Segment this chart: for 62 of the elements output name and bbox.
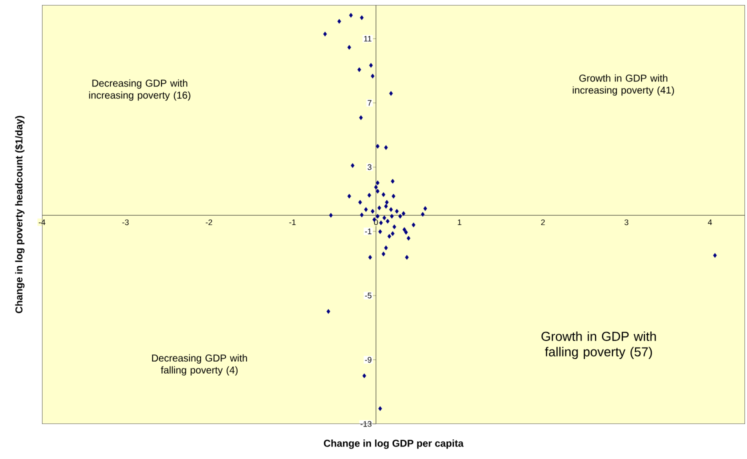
point — [347, 44, 352, 50]
point — [382, 252, 386, 256]
point — [360, 212, 364, 218]
point — [378, 229, 382, 234]
point — [359, 115, 363, 120]
y-axis-title: Change in log poverty headcount ($1/day) — [14, 116, 24, 314]
point — [376, 144, 380, 149]
point — [404, 230, 408, 235]
point — [384, 145, 388, 150]
point — [364, 207, 368, 212]
point — [350, 163, 354, 168]
point — [390, 214, 394, 219]
point — [367, 192, 372, 198]
point — [384, 204, 388, 209]
point — [379, 220, 383, 226]
point — [370, 208, 374, 214]
point — [392, 194, 396, 199]
point — [395, 208, 399, 214]
point — [405, 254, 409, 260]
point — [368, 254, 372, 260]
annotation: Growth in GDP with falling poverty (57) — [542, 331, 656, 359]
point — [326, 309, 330, 314]
point — [390, 178, 395, 184]
point — [376, 188, 380, 194]
point — [384, 200, 389, 205]
point — [357, 67, 362, 72]
point — [369, 62, 373, 68]
point — [389, 91, 393, 96]
point — [376, 180, 380, 186]
point — [382, 215, 386, 220]
point — [347, 194, 352, 199]
point — [384, 245, 388, 250]
point — [358, 200, 362, 205]
point — [390, 231, 395, 236]
point — [378, 406, 382, 411]
point — [323, 32, 327, 36]
point — [360, 15, 364, 20]
point — [406, 236, 410, 241]
point — [370, 74, 374, 78]
point — [402, 227, 406, 232]
point — [377, 206, 382, 210]
x-axis-title: Change in log GDP per capita — [324, 440, 464, 449]
point — [412, 222, 416, 228]
point — [398, 214, 402, 219]
annotation: Decreasing GDP with increasing poverty (16) — [89, 79, 190, 101]
point — [349, 12, 353, 18]
point — [423, 206, 428, 211]
point — [362, 373, 366, 378]
point — [382, 192, 386, 197]
point — [420, 212, 425, 217]
point — [392, 224, 396, 230]
point — [374, 184, 378, 190]
point — [389, 207, 393, 212]
annotation: Growth in GDP with increasing poverty (41) — [572, 74, 674, 96]
point — [376, 214, 380, 219]
point — [387, 234, 392, 239]
point — [402, 211, 406, 216]
point — [386, 218, 390, 224]
point — [329, 212, 333, 218]
point — [337, 18, 342, 24]
point — [713, 253, 717, 258]
annotation: Decreasing GDP with falling poverty (4) — [152, 354, 247, 376]
